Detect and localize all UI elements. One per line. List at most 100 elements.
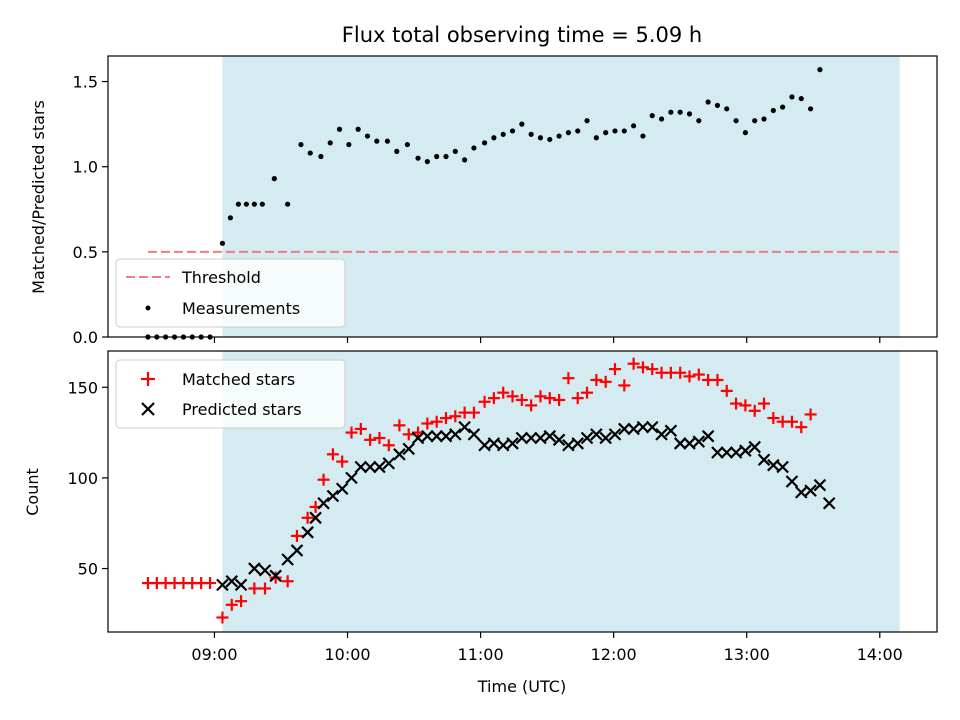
measurement-point <box>575 128 581 134</box>
measurements-legend-marker <box>145 305 151 311</box>
measurement-point <box>649 113 655 119</box>
measurement-point <box>424 158 430 165</box>
measurement-point <box>780 104 786 110</box>
measurement-point <box>394 148 400 154</box>
matched-star-point <box>301 511 314 524</box>
matched-star-point <box>730 397 743 410</box>
matched-star-point <box>248 582 261 595</box>
matched-star-point <box>627 357 640 370</box>
measurement-point <box>528 131 534 137</box>
matched-star-point <box>571 392 584 405</box>
predicted-star-point <box>382 457 396 470</box>
predicted-star-point <box>373 460 386 474</box>
matched-star-point <box>235 595 248 608</box>
measurement-point <box>259 201 265 207</box>
predicted-star-point <box>290 544 304 557</box>
predicted-star-point <box>524 431 538 445</box>
matched-star-point <box>562 372 575 385</box>
predicted-star-point <box>234 578 248 592</box>
predicted-star-point <box>748 440 761 454</box>
y-tick-label: 100 <box>67 469 98 488</box>
measurement-point <box>631 123 637 129</box>
matched-star-point <box>692 368 705 381</box>
predicted-star-point <box>720 446 734 459</box>
predicted-star-point <box>618 422 631 436</box>
predicted-star-point <box>822 497 836 510</box>
matched-star-point <box>506 390 519 403</box>
measurement-point <box>509 128 516 134</box>
matched-star-point <box>393 419 406 432</box>
predicted-star-point <box>804 484 817 497</box>
measurement-point <box>817 67 823 73</box>
predicted-star-point <box>354 460 368 474</box>
measurement-point <box>251 201 257 207</box>
predicted-star-point <box>458 420 471 434</box>
matched-star-point <box>748 404 761 417</box>
predicted-star-point <box>335 482 349 496</box>
measurement-point <box>696 118 702 124</box>
measurement-point <box>705 99 711 105</box>
matched-star-point <box>646 363 659 376</box>
predicted-star-point <box>571 437 585 450</box>
measurement-point <box>556 133 562 139</box>
y-tick-label: 0.5 <box>73 243 98 262</box>
measurement-point <box>491 135 497 141</box>
measurement-point <box>584 118 590 124</box>
matched-star-point <box>758 397 771 410</box>
measurement-point <box>621 128 627 134</box>
predicted-star-point <box>692 435 706 448</box>
matched-star-point <box>354 422 367 435</box>
matched-star-point <box>590 374 603 387</box>
matched-star-point <box>525 399 538 412</box>
predicted-star-point <box>711 446 724 459</box>
ratio-y-label: Matched/Predicted stars <box>29 100 48 294</box>
measurement-point <box>603 130 609 136</box>
x-tick-label: 09:00 <box>191 645 237 664</box>
count-panel-frame <box>107 350 938 633</box>
matched-star-point <box>683 370 696 383</box>
predicted-star-point <box>411 431 425 445</box>
predicted-star-point <box>729 446 743 459</box>
measurement-point <box>271 176 277 182</box>
measurement-point <box>384 138 391 144</box>
measurement-point <box>565 130 572 136</box>
predicted-star-point <box>655 428 668 441</box>
measurement-point <box>235 201 242 207</box>
matched-star-point <box>497 386 510 399</box>
ratio-legend: Threshold Measurements <box>115 258 346 328</box>
measurement-point <box>537 135 544 141</box>
predicted-star-point <box>258 564 272 577</box>
measurement-point <box>219 240 226 246</box>
predicted-legend-marker <box>141 402 155 416</box>
matched-star-point <box>515 393 528 406</box>
predicted-star-point <box>794 486 808 499</box>
measurement-point <box>285 201 291 207</box>
predicted-star-point <box>813 478 827 492</box>
measurement-point <box>724 106 730 112</box>
ratio-panel-frame <box>107 55 938 338</box>
matched-star-point <box>204 577 217 590</box>
measurement-point <box>752 118 758 124</box>
x-tick-label: 13:00 <box>724 645 770 664</box>
measurement-point <box>298 141 304 148</box>
measurement-point <box>307 150 313 156</box>
measurement-point <box>404 141 410 148</box>
matched-star-point <box>225 598 238 611</box>
matched-star-point <box>382 439 395 452</box>
x-tick-label: 10:00 <box>324 645 370 664</box>
predicted-star-point <box>552 433 566 447</box>
predicted-star-point <box>225 574 239 588</box>
count-y-label: Count <box>23 468 42 516</box>
ratio-panel: 0.0 0.5 1.0 1.5 Matched/Predicted stars Thr… <box>29 55 938 347</box>
matched-star-point <box>290 529 303 542</box>
matched-star-point <box>543 392 556 405</box>
matched-star-point <box>785 415 798 428</box>
measurement-point <box>434 153 440 160</box>
measurements-legend-label: Measurements <box>182 299 300 318</box>
x-tick-label: 12:00 <box>591 645 637 664</box>
matched-star-point <box>430 415 443 428</box>
measurement-point <box>807 106 814 112</box>
matched-star-point <box>720 384 733 397</box>
matched-star-point <box>216 611 229 624</box>
